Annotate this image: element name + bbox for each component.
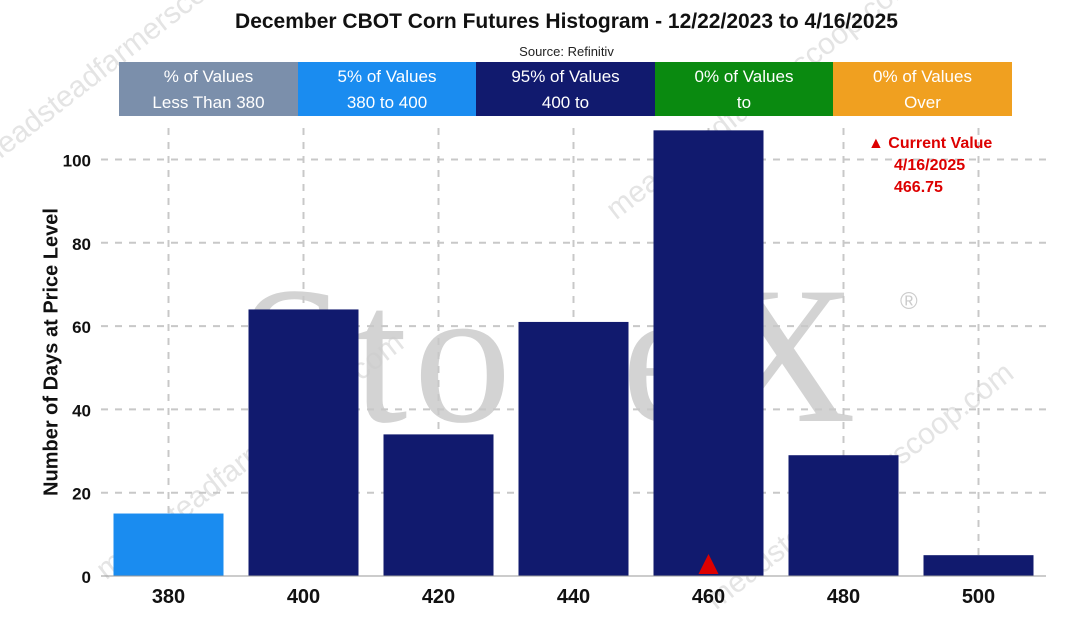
chart-title: December CBOT Corn Futures Histogram - 1… [235,10,898,33]
bar-440 [518,321,629,576]
legend-line2: 380 to 400 [346,93,428,112]
bar-380 [113,513,224,576]
legend-box: 0% of Values Over [833,62,1012,116]
bar-500 [923,555,1034,576]
legend-line1: 0% of Values [694,67,794,86]
y-tick-label: 40 [72,401,91,420]
y-tick-label: 0 [82,568,91,587]
legend-line1: 95% of Values [511,67,620,86]
y-tick-label: 80 [72,235,91,254]
current-value-label: Current Value [888,135,993,152]
legend-box: 0% of Values to [655,62,833,116]
legend: % of Values Less Than 380 5% of Values 380 … [119,62,1012,116]
legend-box: % of Values Less Than 380 [119,62,298,116]
current-value-number: 466.75 [894,179,943,196]
y-tick-label: 20 [72,485,91,504]
chart-subtitle: Source: Refinitiv [519,44,614,59]
bar-420 [383,434,494,576]
x-tick-label: 420 [422,586,455,606]
legend-line1: 5% of Values [337,67,437,86]
registered-mark: ® [900,288,918,315]
bar-460 [653,130,764,576]
current-value-marker-icon [698,554,719,574]
legend-box: 5% of Values 380 to 400 [298,62,476,116]
legend-line2: 400 to [541,93,590,112]
x-tick-label: 380 [152,586,185,606]
y-tick-label: 60 [72,318,91,337]
legend-line1: % of Values [163,67,254,86]
x-tick-label: 460 [692,586,725,606]
bar-480 [788,455,899,576]
x-tick-label: 400 [287,586,320,606]
legend-line2: Over [904,93,941,112]
legend-line2: to [736,93,752,112]
x-tick-label: 480 [827,586,860,606]
y-tick-label: 100 [63,152,91,171]
legend-line2: Less Than 380 [152,93,265,112]
legend-line1: 0% of Values [873,67,972,86]
bar-400 [248,309,359,576]
legend-box: 95% of Values 400 to [476,62,655,116]
current-value-date: 4/16/2025 [894,157,966,174]
x-tick-label: 500 [962,586,995,606]
current-value-annotation: ▲ Current Value 4/16/2025 466.75 [868,133,992,199]
x-tick-label: 440 [557,586,590,606]
current-value-marker-icon: ▲ [868,135,884,152]
